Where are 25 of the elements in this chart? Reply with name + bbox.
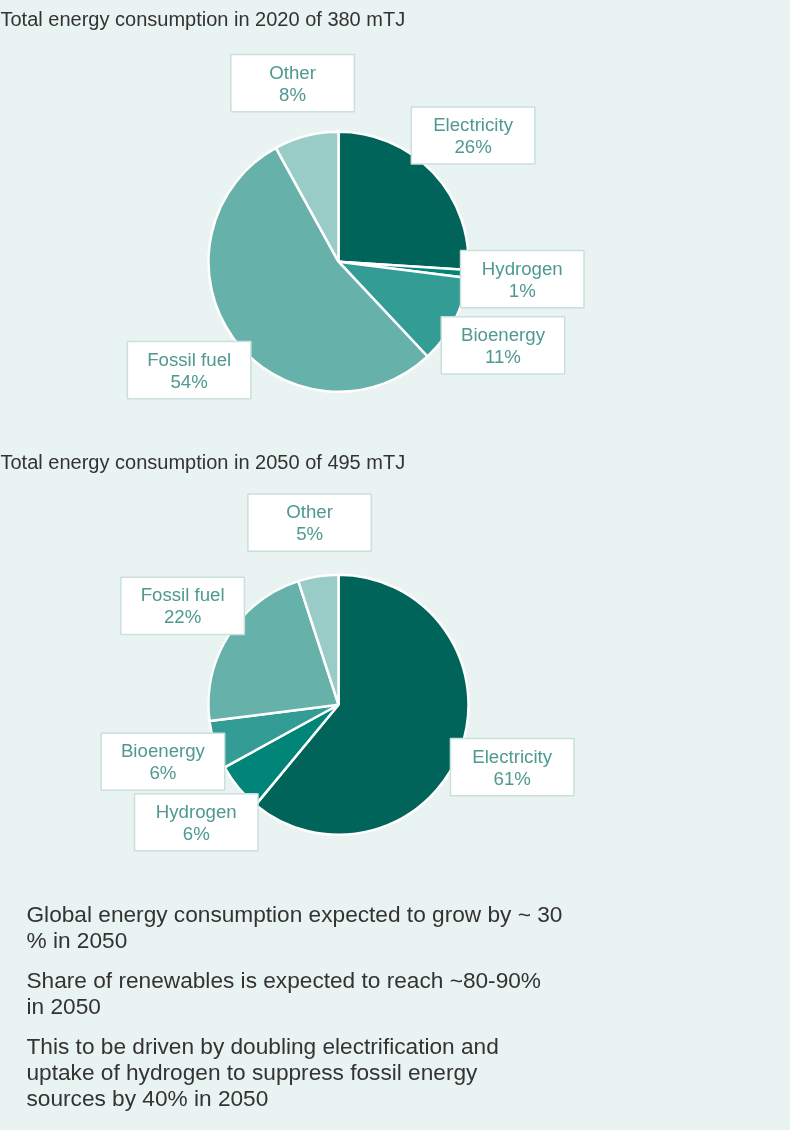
slice-label: Fossil fuel bbox=[140, 584, 225, 606]
data-label: 26% bbox=[454, 136, 492, 158]
data-label: 61% bbox=[493, 767, 531, 789]
slice-label: Other bbox=[269, 61, 316, 83]
slice-label: Hydrogen bbox=[155, 800, 237, 822]
text: Share of renewables is expected to reach ~80-90% in 2050 bbox=[26, 966, 541, 1019]
slice-label: Electricity bbox=[472, 745, 553, 767]
slice-label: Bioenergy bbox=[120, 740, 206, 762]
chart-title: Total energy consumption in 2050 of 495 mTJ bbox=[0, 450, 406, 473]
data-label: 1% bbox=[508, 279, 536, 301]
chart-title: Total energy consumption in 2020 of 380 mTJ bbox=[0, 7, 406, 30]
data-label: 22% bbox=[163, 606, 202, 628]
slice-label: Hydrogen bbox=[481, 257, 563, 279]
data-label: 5% bbox=[296, 523, 324, 545]
slice-label: Other bbox=[286, 501, 333, 523]
slice-label: Fossil fuel bbox=[147, 348, 232, 370]
data-label: 54% bbox=[170, 370, 208, 392]
text: Global energy consumption expected to grow by ~ 30 % in 2050 bbox=[26, 900, 563, 953]
slice-label: Electricity bbox=[433, 113, 514, 135]
data-label: 11% bbox=[485, 345, 521, 367]
data-label: 6% bbox=[182, 822, 210, 844]
slice-label: Bioenergy bbox=[460, 323, 546, 345]
text: This to be driven by doubling electrification and uptake of hydrogen to suppress fossil energy sources by 40% in 2050 bbox=[26, 1032, 499, 1111]
data-label: 8% bbox=[279, 83, 307, 105]
data-label: 6% bbox=[149, 762, 177, 784]
